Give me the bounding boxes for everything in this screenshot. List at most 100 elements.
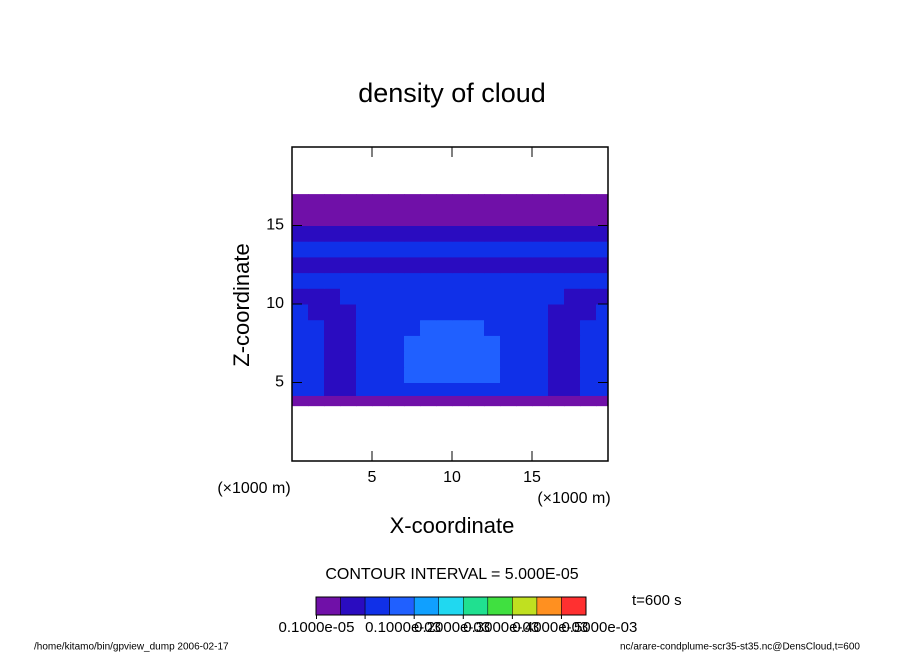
- colorbar-tick-label: 0.2000e-03: [414, 619, 490, 636]
- field-cell: [564, 335, 581, 352]
- field-cell: [388, 335, 405, 352]
- field-cell: [308, 256, 325, 274]
- field-cell: [340, 225, 357, 242]
- field-cell: [436, 366, 453, 383]
- field-cell: [292, 304, 309, 321]
- field-cell: [564, 351, 581, 368]
- field-cell: [292, 241, 309, 258]
- field-cell: [292, 256, 309, 274]
- y-tick-label: 10: [266, 295, 284, 312]
- field-cell: [484, 395, 501, 407]
- field-cell: [340, 335, 357, 352]
- field-cell: [356, 382, 373, 396]
- field-cell: [516, 272, 533, 289]
- field-cell: [292, 395, 309, 407]
- field-cell: [596, 366, 608, 383]
- field-cell: [532, 351, 549, 368]
- field-cell: [516, 209, 533, 226]
- field-cell: [532, 319, 549, 336]
- field-cell: [388, 366, 405, 383]
- field-cell: [324, 304, 341, 321]
- field-cell: [292, 335, 309, 352]
- field-cell: [436, 351, 453, 368]
- field-cell: [548, 335, 565, 352]
- field-cell: [292, 272, 309, 289]
- field-cell: [516, 335, 533, 352]
- field-cell: [420, 366, 437, 383]
- field-cell: [452, 335, 469, 352]
- field-cell: [452, 288, 469, 305]
- field-cell: [580, 304, 597, 321]
- field-cell: [324, 209, 341, 226]
- field-cell: [516, 395, 533, 407]
- colorbar-segment: [389, 596, 415, 616]
- field-cell: [292, 288, 309, 305]
- colorbar-tick-label: 0.3000e-03: [463, 619, 539, 636]
- colorbar-segment: [487, 596, 513, 616]
- field-cell: [372, 241, 389, 258]
- field-cell: [356, 335, 373, 352]
- field-cell: [292, 351, 309, 368]
- field-cell: [436, 288, 453, 305]
- field-cell: [356, 241, 373, 258]
- field-cell: [340, 241, 357, 258]
- field-cell: [292, 382, 309, 396]
- field-cell: [356, 288, 373, 305]
- field-cell: [532, 272, 549, 289]
- field-cell: [500, 335, 517, 352]
- x-axis-unit: (×1000 m): [537, 490, 610, 507]
- field-cell: [308, 395, 325, 407]
- field-cell: [404, 304, 421, 321]
- field-cell: [308, 335, 325, 352]
- field-cell: [468, 225, 485, 242]
- field-cell: [340, 395, 357, 407]
- field-cell: [516, 366, 533, 383]
- field-cell: [548, 351, 565, 368]
- field-cell: [580, 241, 597, 258]
- field-cell: [580, 382, 597, 396]
- field-cell: [404, 225, 421, 242]
- field-cell: [532, 335, 549, 352]
- field-cell: [532, 241, 549, 258]
- field-cell: [436, 382, 453, 396]
- field-cell: [452, 351, 469, 368]
- field-cell: [308, 304, 325, 321]
- field-cell: [340, 256, 357, 274]
- field-cell: [468, 395, 485, 407]
- y-axis-label: Z-coordinate: [229, 243, 254, 367]
- field-cell: [484, 256, 501, 274]
- field-cell: [324, 335, 341, 352]
- field-cell: [372, 395, 389, 407]
- field-cell: [484, 304, 501, 321]
- field-cell: [388, 272, 405, 289]
- field-cell: [548, 382, 565, 396]
- field-cell: [308, 288, 325, 305]
- field-cell: [356, 209, 373, 226]
- field-cell: [308, 382, 325, 396]
- field-cell: [340, 319, 357, 336]
- field-cell: [516, 288, 533, 305]
- field-cell: [532, 256, 549, 274]
- field-cell: [372, 335, 389, 352]
- x-tick-label: 15: [523, 469, 541, 486]
- field-cell: [580, 194, 597, 211]
- field-cell: [484, 225, 501, 242]
- footer-left: /home/kitamo/bin/gpview_dump 2006-02-17: [34, 642, 229, 653]
- field-cell: [532, 366, 549, 383]
- field-cell: [596, 288, 608, 305]
- field-cell: [340, 304, 357, 321]
- colorbar-tick-label: 0.1000e-03: [365, 619, 441, 636]
- colorbar: 0.1000e-05 0.1000e-030.2000e-030.3000e-03…: [279, 596, 637, 636]
- field-cell: [564, 382, 581, 396]
- field-cell: [292, 194, 309, 211]
- field-cell: [404, 288, 421, 305]
- field-cell: [516, 256, 533, 274]
- field-cell: [356, 304, 373, 321]
- field-cell: [308, 366, 325, 383]
- field-cell: [324, 351, 341, 368]
- field-cell: [468, 351, 485, 368]
- field-cell: [500, 351, 517, 368]
- field-cell: [500, 288, 517, 305]
- field-cell: [500, 366, 517, 383]
